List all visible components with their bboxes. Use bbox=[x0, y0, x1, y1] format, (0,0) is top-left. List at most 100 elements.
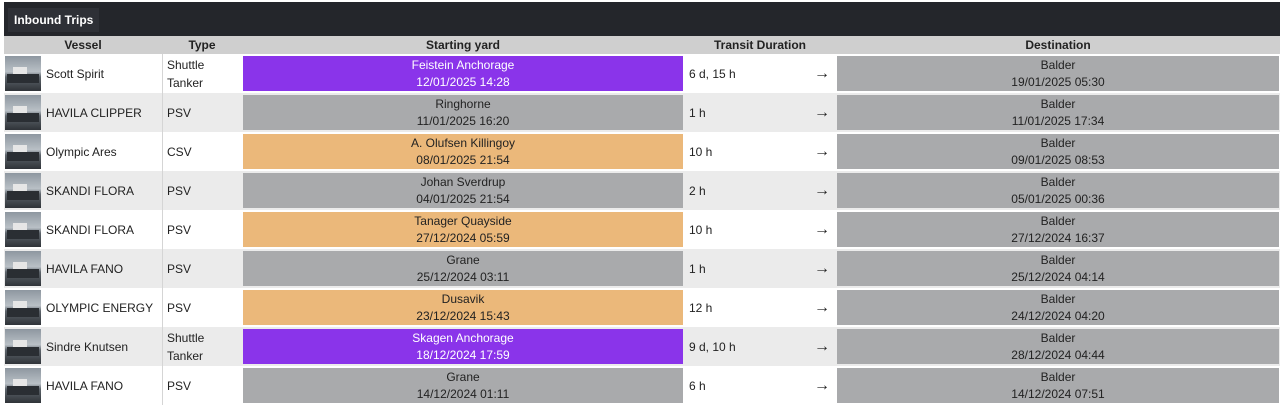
vessel-type-line2: Tanker bbox=[167, 75, 204, 90]
vessel-photo-icon[interactable] bbox=[5, 134, 41, 169]
vessel-type: PSV bbox=[162, 366, 242, 405]
table-row[interactable]: Olympic Ares CSV A. Olufsen Killingoy 08… bbox=[4, 132, 1281, 171]
starting-yard-cell: Grane 25/12/2024 03:11 bbox=[242, 249, 684, 288]
vessel-type-line1: PSV bbox=[167, 105, 192, 120]
table-row[interactable]: HAVILA CLIPPER PSV Ringhorne 11/01/2025 … bbox=[4, 93, 1281, 132]
starting-yard-time: 27/12/2024 05:59 bbox=[416, 230, 510, 245]
tanker-photo-icon[interactable] bbox=[5, 329, 41, 364]
vessel-hull bbox=[7, 386, 39, 395]
transit-duration: 9 d, 10 h bbox=[684, 327, 802, 366]
vessel-name[interactable]: Scott Spirit bbox=[42, 54, 162, 93]
vessel-name[interactable]: SKANDI FLORA bbox=[42, 210, 162, 249]
vessel-thumbnail-cell bbox=[4, 327, 42, 366]
vessel-photo-icon[interactable] bbox=[5, 212, 41, 247]
vessel-superstructure bbox=[13, 67, 27, 75]
panel-header: Inbound Trips bbox=[4, 2, 1280, 36]
vessel-photo-icon[interactable] bbox=[5, 251, 41, 286]
tab-inbound-trips[interactable]: Inbound Trips bbox=[8, 8, 100, 32]
vessel-superstructure bbox=[13, 223, 27, 231]
vessel-type: Shuttle Tanker bbox=[162, 327, 242, 366]
vessel-type-line1: PSV bbox=[167, 300, 192, 315]
col-header-type[interactable]: Type bbox=[162, 36, 242, 54]
vessel-type-line1: PSV bbox=[167, 222, 192, 237]
vessel-thumbnail-cell bbox=[4, 288, 42, 327]
vessel-superstructure bbox=[13, 106, 27, 114]
destination-block[interactable]: Balder 25/12/2024 04:14 bbox=[837, 251, 1280, 286]
starting-yard-cell: Grane 14/12/2024 01:11 bbox=[242, 366, 684, 405]
destination-block[interactable]: Balder 27/12/2024 16:37 bbox=[837, 212, 1280, 247]
destination-block[interactable]: Balder 14/12/2024 07:51 bbox=[837, 368, 1280, 403]
destination-name: Balder bbox=[1040, 213, 1076, 228]
destination-name: Balder bbox=[1040, 252, 1076, 267]
vessel-hull bbox=[7, 308, 39, 317]
tanker-photo-icon[interactable] bbox=[5, 56, 41, 91]
starting-yard-time: 11/01/2025 16:20 bbox=[416, 113, 510, 128]
starting-yard-block[interactable]: Grane 25/12/2024 03:11 bbox=[243, 251, 683, 286]
vessel-photo-icon[interactable] bbox=[5, 173, 41, 208]
vessel-type: Shuttle Tanker bbox=[162, 54, 242, 93]
destination-block[interactable]: Balder 05/01/2025 00:36 bbox=[837, 173, 1280, 208]
arrow-right-icon: → bbox=[802, 132, 837, 171]
destination-block[interactable]: Balder 09/01/2025 08:53 bbox=[837, 134, 1280, 169]
starting-yard-name: Grane bbox=[446, 252, 480, 267]
vessel-superstructure bbox=[13, 145, 27, 153]
destination-name: Balder bbox=[1040, 330, 1076, 345]
destination-block[interactable]: Balder 28/12/2024 04:44 bbox=[837, 329, 1280, 364]
vessel-photo-icon[interactable] bbox=[5, 95, 41, 130]
col-header-destination[interactable]: Destination bbox=[836, 36, 1281, 54]
vessel-name[interactable]: HAVILA CLIPPER bbox=[42, 93, 162, 132]
starting-yard-block[interactable]: Ringhorne 11/01/2025 16:20 bbox=[243, 95, 683, 130]
vessel-thumbnail-cell bbox=[4, 210, 42, 249]
table-row[interactable]: OLYMPIC ENERGY PSV Dusavik 23/12/2024 15… bbox=[4, 288, 1281, 327]
table-row[interactable]: SKANDI FLORA PSV Tanager Quayside 27/12/… bbox=[4, 210, 1281, 249]
vessel-name[interactable]: Sindre Knutsen bbox=[42, 327, 162, 366]
table-row[interactable]: Sindre Knutsen Shuttle Tanker Skagen Anc… bbox=[4, 327, 1281, 366]
destination-block[interactable]: Balder 19/01/2025 05:30 bbox=[837, 56, 1280, 91]
vessel-photo-icon[interactable] bbox=[5, 368, 41, 403]
starting-yard-block[interactable]: Skagen Anchorage 18/12/2024 17:59 bbox=[243, 329, 683, 364]
destination-time: 09/01/2025 08:53 bbox=[1011, 152, 1105, 167]
starting-yard-name: Dusavik bbox=[441, 291, 485, 306]
table-row[interactable]: HAVILA FANO PSV Grane 25/12/2024 03:11 1… bbox=[4, 249, 1281, 288]
vessel-superstructure bbox=[13, 379, 27, 387]
table-row[interactable]: SKANDI FLORA PSV Johan Sverdrup 04/01/20… bbox=[4, 171, 1281, 210]
vessel-type-line2: Tanker bbox=[167, 348, 204, 363]
starting-yard-time: 14/12/2024 01:11 bbox=[416, 386, 510, 401]
starting-yard-cell: A. Olufsen Killingoy 08/01/2025 21:54 bbox=[242, 132, 684, 171]
vessel-thumbnail-cell bbox=[4, 171, 42, 210]
starting-yard-block[interactable]: A. Olufsen Killingoy 08/01/2025 21:54 bbox=[243, 134, 683, 169]
table-row[interactable]: HAVILA FANO PSV Grane 14/12/2024 01:11 6… bbox=[4, 366, 1281, 405]
arrow-right-icon: → bbox=[802, 210, 837, 249]
vessel-photo-icon[interactable] bbox=[5, 290, 41, 325]
starting-yard-time: 23/12/2024 15:43 bbox=[416, 308, 510, 323]
destination-cell: Balder 27/12/2024 16:37 bbox=[836, 210, 1281, 249]
destination-block[interactable]: Balder 24/12/2024 04:20 bbox=[837, 290, 1280, 325]
col-header-vessel[interactable]: Vessel bbox=[4, 36, 162, 54]
starting-yard-block[interactable]: Tanager Quayside 27/12/2024 05:59 bbox=[243, 212, 683, 247]
starting-yard-block[interactable]: Grane 14/12/2024 01:11 bbox=[243, 368, 683, 403]
starting-yard-block[interactable]: Feistein Anchorage 12/01/2025 14:28 bbox=[243, 56, 683, 91]
destination-cell: Balder 09/01/2025 08:53 bbox=[836, 132, 1281, 171]
starting-yard-cell: Dusavik 23/12/2024 15:43 bbox=[242, 288, 684, 327]
vessel-thumbnail-cell bbox=[4, 93, 42, 132]
vessel-name[interactable]: HAVILA FANO bbox=[42, 249, 162, 288]
destination-cell: Balder 28/12/2024 04:44 bbox=[836, 327, 1281, 366]
vessel-type: CSV bbox=[162, 132, 242, 171]
starting-yard-block[interactable]: Johan Sverdrup 04/01/2025 21:54 bbox=[243, 173, 683, 208]
starting-yard-block[interactable]: Dusavik 23/12/2024 15:43 bbox=[243, 290, 683, 325]
vessel-name[interactable]: SKANDI FLORA bbox=[42, 171, 162, 210]
starting-yard-time: 25/12/2024 03:11 bbox=[416, 269, 510, 284]
vessel-hull bbox=[7, 347, 39, 356]
destination-block[interactable]: Balder 11/01/2025 17:34 bbox=[837, 95, 1280, 130]
starting-yard-name: Johan Sverdrup bbox=[420, 174, 506, 189]
col-header-starting-yard[interactable]: Starting yard bbox=[242, 36, 684, 54]
vessel-thumbnail-cell bbox=[4, 54, 42, 93]
vessel-name[interactable]: HAVILA FANO bbox=[42, 366, 162, 405]
destination-name: Balder bbox=[1040, 369, 1076, 384]
table-row[interactable]: Scott Spirit Shuttle Tanker Feistein Anc… bbox=[4, 54, 1281, 93]
destination-time: 14/12/2024 07:51 bbox=[1011, 386, 1105, 401]
vessel-name[interactable]: OLYMPIC ENERGY bbox=[42, 288, 162, 327]
col-header-transit-duration[interactable]: Transit Duration bbox=[684, 36, 837, 54]
transit-duration: 1 h bbox=[684, 249, 802, 288]
vessel-name[interactable]: Olympic Ares bbox=[42, 132, 162, 171]
